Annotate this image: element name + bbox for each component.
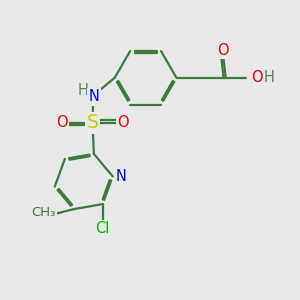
Text: O: O xyxy=(251,70,262,86)
Text: N: N xyxy=(88,89,100,104)
Text: H: H xyxy=(264,70,275,86)
Text: Cl: Cl xyxy=(95,221,110,236)
Text: S: S xyxy=(87,113,98,132)
Text: N: N xyxy=(116,169,126,184)
Text: O: O xyxy=(218,43,229,58)
Text: O: O xyxy=(117,115,129,130)
Text: H: H xyxy=(78,83,88,98)
Text: CH₃: CH₃ xyxy=(32,206,56,219)
Text: O: O xyxy=(56,115,68,130)
